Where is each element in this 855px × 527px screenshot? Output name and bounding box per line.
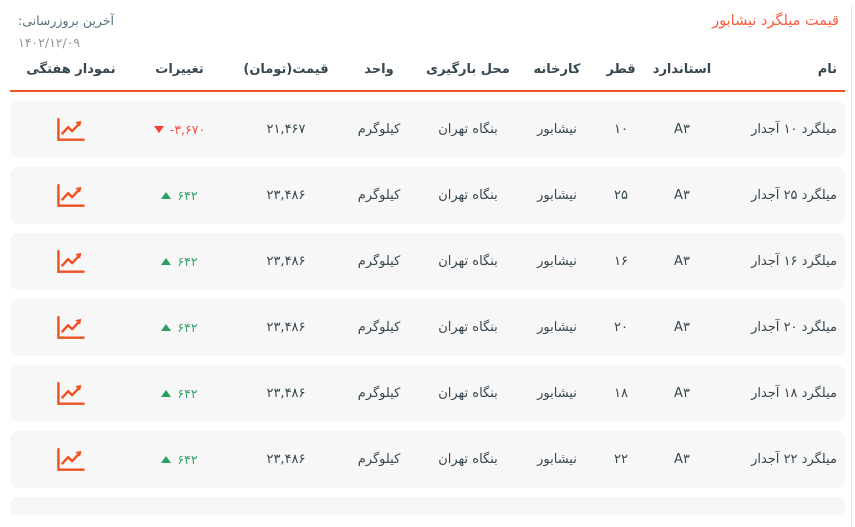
chart-cell	[10, 183, 132, 208]
change-direction-icon	[161, 456, 172, 463]
change-direction-icon	[161, 390, 172, 397]
diameter-value: ۱۰	[614, 122, 628, 137]
line-chart-icon[interactable]	[56, 249, 86, 274]
column-header-loading-location: محل بارگیری	[426, 62, 510, 77]
change-cell: ۶۴۲	[132, 386, 227, 401]
product-name: میلگرد ۲۵ آجدار	[751, 188, 837, 203]
change-direction-icon	[161, 192, 172, 199]
unit-value: کیلوگرم	[357, 452, 401, 467]
change-cell: -۳,۶۷۰	[132, 122, 227, 137]
column-header-weekly-chart: نمودار هفتگی	[26, 62, 116, 77]
factory-value: نیشابور	[537, 122, 577, 137]
page-edge-divider	[851, 6, 852, 527]
table-row: میلگرد ۲۲ آجدار A۳ ۲۲ نیشابور بنگاه تهرا…	[10, 431, 845, 488]
partial-next-row	[10, 497, 845, 515]
column-header-changes: تغییرات	[155, 62, 204, 77]
last-update: آخرین بروزرسانی: ۱۴۰۲/۱۲/۰۹	[18, 13, 114, 50]
column-header-name: نام	[817, 62, 837, 77]
price-value: ۲۳,۴۸۶	[266, 386, 306, 401]
column-header-unit: واحد	[364, 62, 394, 77]
topbar: قیمت میلگرد نیشابور آخرین بروزرسانی: ۱۴۰…	[0, 0, 855, 56]
table-header: نام استاندارد قطر کارخانه محل بارگیری وا…	[10, 62, 845, 92]
page-title: قیمت میلگرد نیشابور	[712, 13, 839, 29]
loading-location-value: بنگاه تهران	[438, 452, 498, 467]
change-value: ۶۴۲	[177, 188, 198, 203]
unit-value: کیلوگرم	[357, 122, 401, 137]
loading-location-value: بنگاه تهران	[438, 386, 498, 401]
change-value: ۶۴۲	[177, 254, 198, 269]
standard-value: A۳	[674, 386, 690, 401]
diameter-value: ۱۸	[614, 386, 628, 401]
change-value: ۶۴۲	[177, 320, 198, 335]
line-chart-icon[interactable]	[56, 447, 86, 472]
chart-cell	[10, 381, 132, 406]
product-name: میلگرد ۲۲ آجدار	[751, 452, 837, 467]
chart-cell	[10, 117, 132, 142]
diameter-value: ۲۰	[614, 320, 628, 335]
line-chart-icon[interactable]	[56, 117, 86, 142]
column-header-price: قیمت(تومان)	[243, 62, 329, 77]
change-direction-icon	[153, 126, 164, 133]
change-direction-icon	[161, 324, 172, 331]
change-cell: ۶۴۲	[132, 452, 227, 467]
price-value: ۲۳,۴۸۶	[266, 254, 306, 269]
factory-value: نیشابور	[537, 386, 577, 401]
factory-value: نیشابور	[537, 254, 577, 269]
change-cell: ۶۴۲	[132, 254, 227, 269]
change-direction-icon	[161, 258, 172, 265]
standard-value: A۳	[674, 188, 690, 203]
change-value: ۶۴۲	[177, 452, 198, 467]
product-name: میلگرد ۲۰ آجدار	[751, 320, 837, 335]
standard-value: A۳	[674, 452, 690, 467]
table-row: میلگرد ۱۰ آجدار A۳ ۱۰ نیشابور بنگاه تهرا…	[10, 101, 845, 158]
change-value: -۳,۶۷۰	[169, 122, 206, 137]
product-name: میلگرد ۱۰ آجدار	[751, 122, 837, 137]
factory-value: نیشابور	[537, 452, 577, 467]
diameter-value: ۲۲	[614, 452, 628, 467]
chart-cell	[10, 447, 132, 472]
diameter-value: ۱۶	[614, 254, 628, 269]
unit-value: کیلوگرم	[357, 254, 401, 269]
column-header-factory: کارخانه	[533, 62, 581, 77]
factory-value: نیشابور	[537, 188, 577, 203]
last-update-date: ۱۴۰۲/۱۲/۰۹	[18, 35, 81, 50]
loading-location-value: بنگاه تهران	[438, 122, 498, 137]
unit-value: کیلوگرم	[357, 386, 401, 401]
loading-location-value: بنگاه تهران	[438, 188, 498, 203]
table-row: میلگرد ۱۶ آجدار A۳ ۱۶ نیشابور بنگاه تهرا…	[10, 233, 845, 290]
product-name: میلگرد ۱۸ آجدار	[751, 386, 837, 401]
change-cell: ۶۴۲	[132, 188, 227, 203]
diameter-value: ۲۵	[614, 188, 628, 203]
loading-location-value: بنگاه تهران	[438, 254, 498, 269]
table-body: میلگرد ۱۰ آجدار A۳ ۱۰ نیشابور بنگاه تهرا…	[0, 101, 855, 488]
table-row: میلگرد ۲۵ آجدار A۳ ۲۵ نیشابور بنگاه تهرا…	[10, 167, 845, 224]
factory-value: نیشابور	[537, 320, 577, 335]
unit-value: کیلوگرم	[357, 188, 401, 203]
loading-location-value: بنگاه تهران	[438, 320, 498, 335]
product-name: میلگرد ۱۶ آجدار	[751, 254, 837, 269]
standard-value: A۳	[674, 320, 690, 335]
column-header-standard: استاندارد	[652, 62, 712, 77]
price-value: ۲۱,۴۶۷	[266, 122, 306, 137]
table-row: میلگرد ۲۰ آجدار A۳ ۲۰ نیشابور بنگاه تهرا…	[10, 299, 845, 356]
table-row: میلگرد ۱۸ آجدار A۳ ۱۸ نیشابور بنگاه تهرا…	[10, 365, 845, 422]
unit-value: کیلوگرم	[357, 320, 401, 335]
standard-value: A۳	[674, 254, 690, 269]
column-header-diameter: قطر	[606, 62, 636, 77]
price-value: ۲۳,۴۸۶	[266, 320, 306, 335]
line-chart-icon[interactable]	[56, 315, 86, 340]
price-value: ۲۳,۴۸۶	[266, 188, 306, 203]
change-value: ۶۴۲	[177, 386, 198, 401]
change-cell: ۶۴۲	[132, 320, 227, 335]
line-chart-icon[interactable]	[56, 381, 86, 406]
price-value: ۲۳,۴۸۶	[266, 452, 306, 467]
chart-cell	[10, 315, 132, 340]
standard-value: A۳	[674, 122, 690, 137]
chart-cell	[10, 249, 132, 274]
last-update-label: آخرین بروزرسانی:	[18, 13, 114, 28]
line-chart-icon[interactable]	[56, 183, 86, 208]
